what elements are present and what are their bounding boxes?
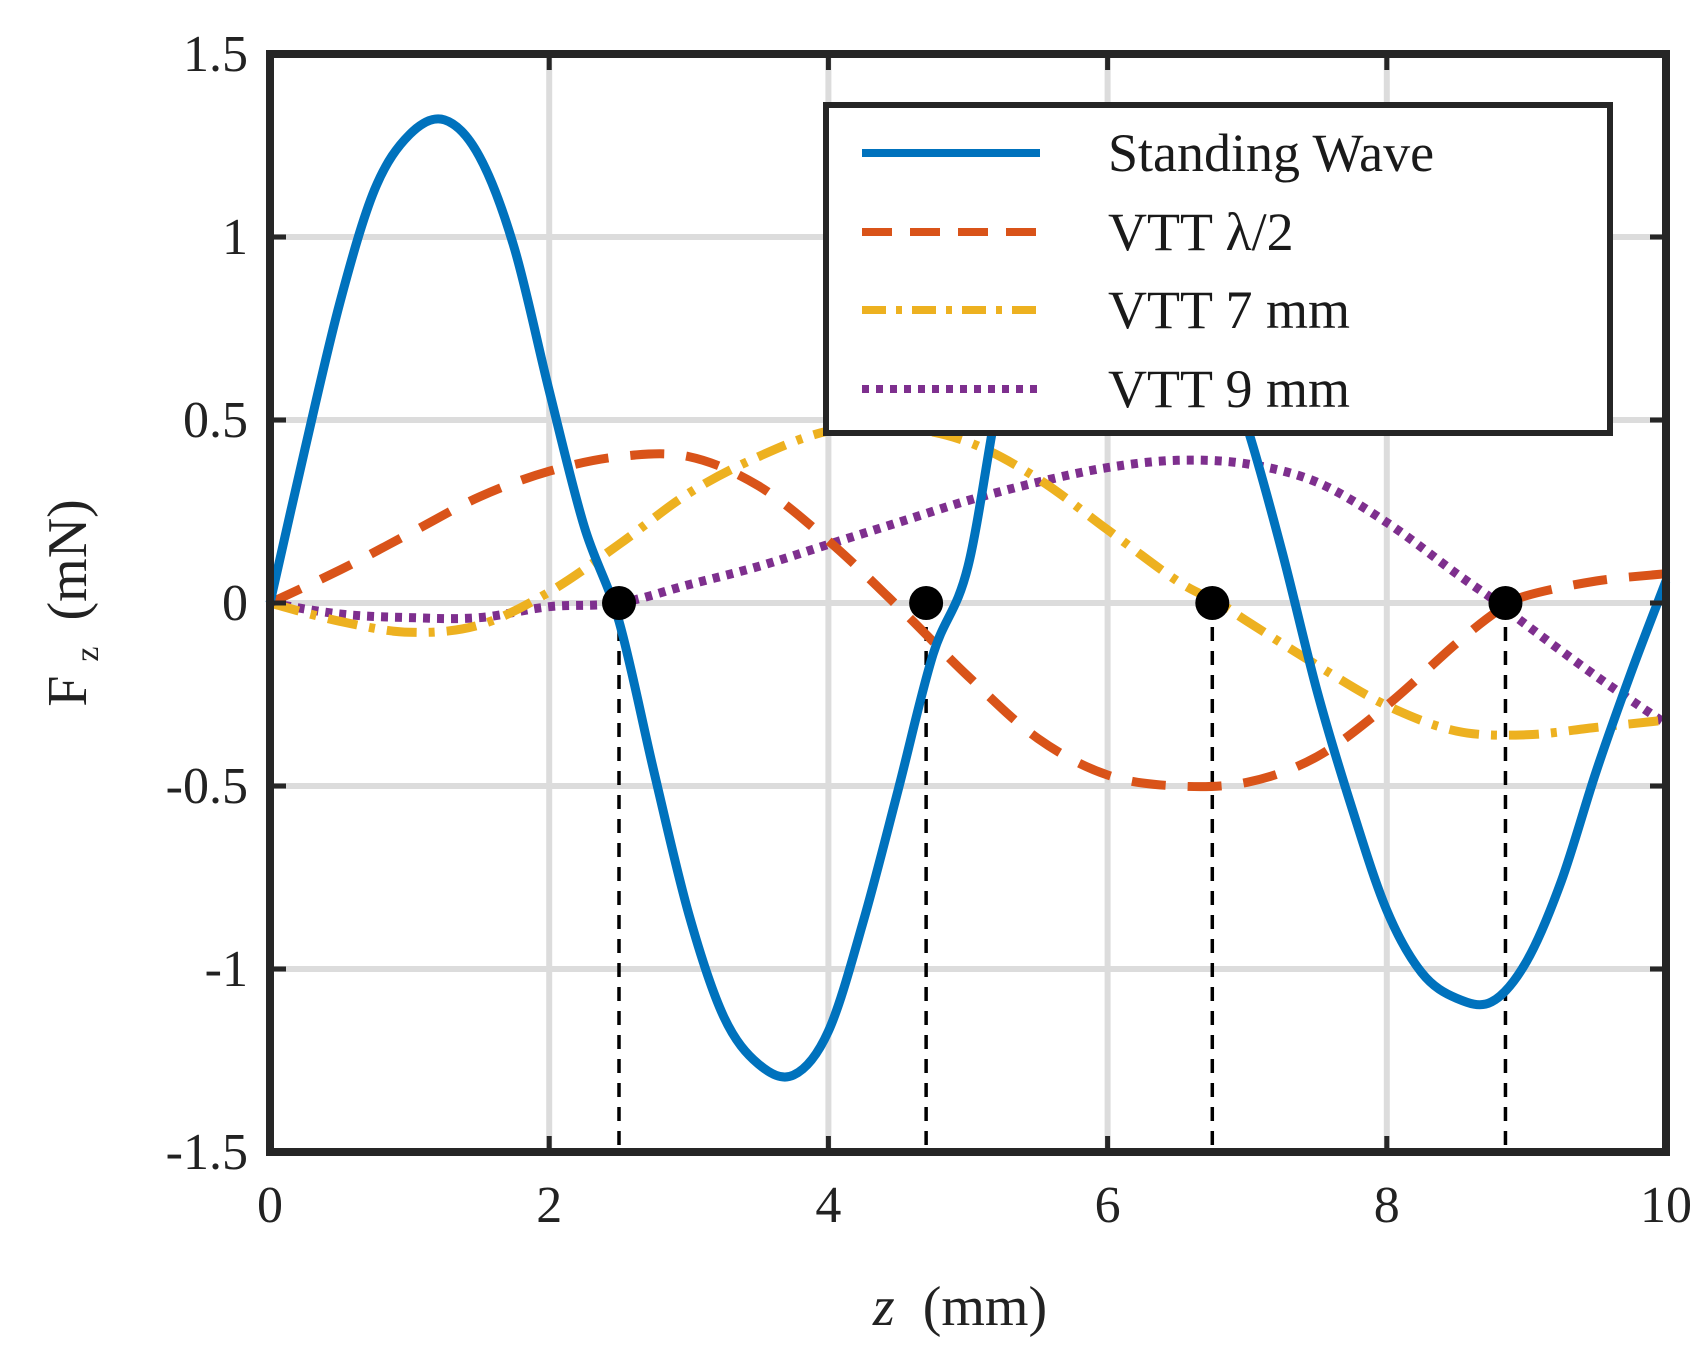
y-axis-subscript: z [69,647,106,662]
zero-marker-3 [1488,586,1523,620]
zero-marker-0 [602,586,636,620]
y-tick-label-0: 1.5 [183,26,248,83]
y-tick-label-3: 0 [222,575,248,632]
x-tick-label-2: 4 [815,1177,841,1234]
zero-markers [602,586,1523,620]
legend-label-vtt-9mm: VTT 9 mm [1108,359,1350,419]
x-tick-label-4: 8 [1374,1177,1400,1234]
x-axis-variable: z [872,1276,895,1338]
tick-labels: 0 2 4 6 8 10 1.5 1 0.5 0 -0.5 -1 -1.5 [166,26,1692,1234]
zero-marker-2 [1195,586,1230,620]
legend-label-vtt-7mm: VTT 7 mm [1108,280,1350,340]
x-axis-unit: (mm) [923,1276,1047,1338]
vertical-guides [617,603,1508,1152]
legend-label-standing-wave: Standing Wave [1108,123,1434,183]
series-line-standing-wave [265,114,1671,1082]
x-tick-label-0: 0 [257,1177,283,1234]
series-line-vtt-half-wavelength [268,449,1667,792]
x-axis-title: z (mm) [872,1276,1047,1338]
x-tick-label-5: 10 [1640,1177,1692,1234]
y-tick-label-1: 1 [222,209,248,266]
series-line-vtt-7mm [268,421,1667,740]
y-axis-variable: F [37,676,99,707]
x-tick-label-1: 2 [536,1177,562,1234]
y-tick-label-2: 0.5 [183,392,248,449]
y-tick-label-4: -0.5 [166,758,248,815]
legend: Standing Wave VTT λ/2 VTT 7 mm VTT 9 mm [823,102,1613,436]
series-lines [265,114,1671,1082]
legend-label-vtt-half-wavelength: VTT λ/2 [1108,202,1294,262]
x-tick-label-3: 6 [1095,1177,1121,1234]
legend-box [823,102,1613,436]
y-tick-label-6: -1.5 [166,1124,248,1181]
y-axis-title: F z (mN) [37,499,111,707]
zero-marker-1 [909,586,944,620]
y-axis-unit: (mN) [37,499,99,620]
y-tick-label-5: -1 [205,941,248,998]
